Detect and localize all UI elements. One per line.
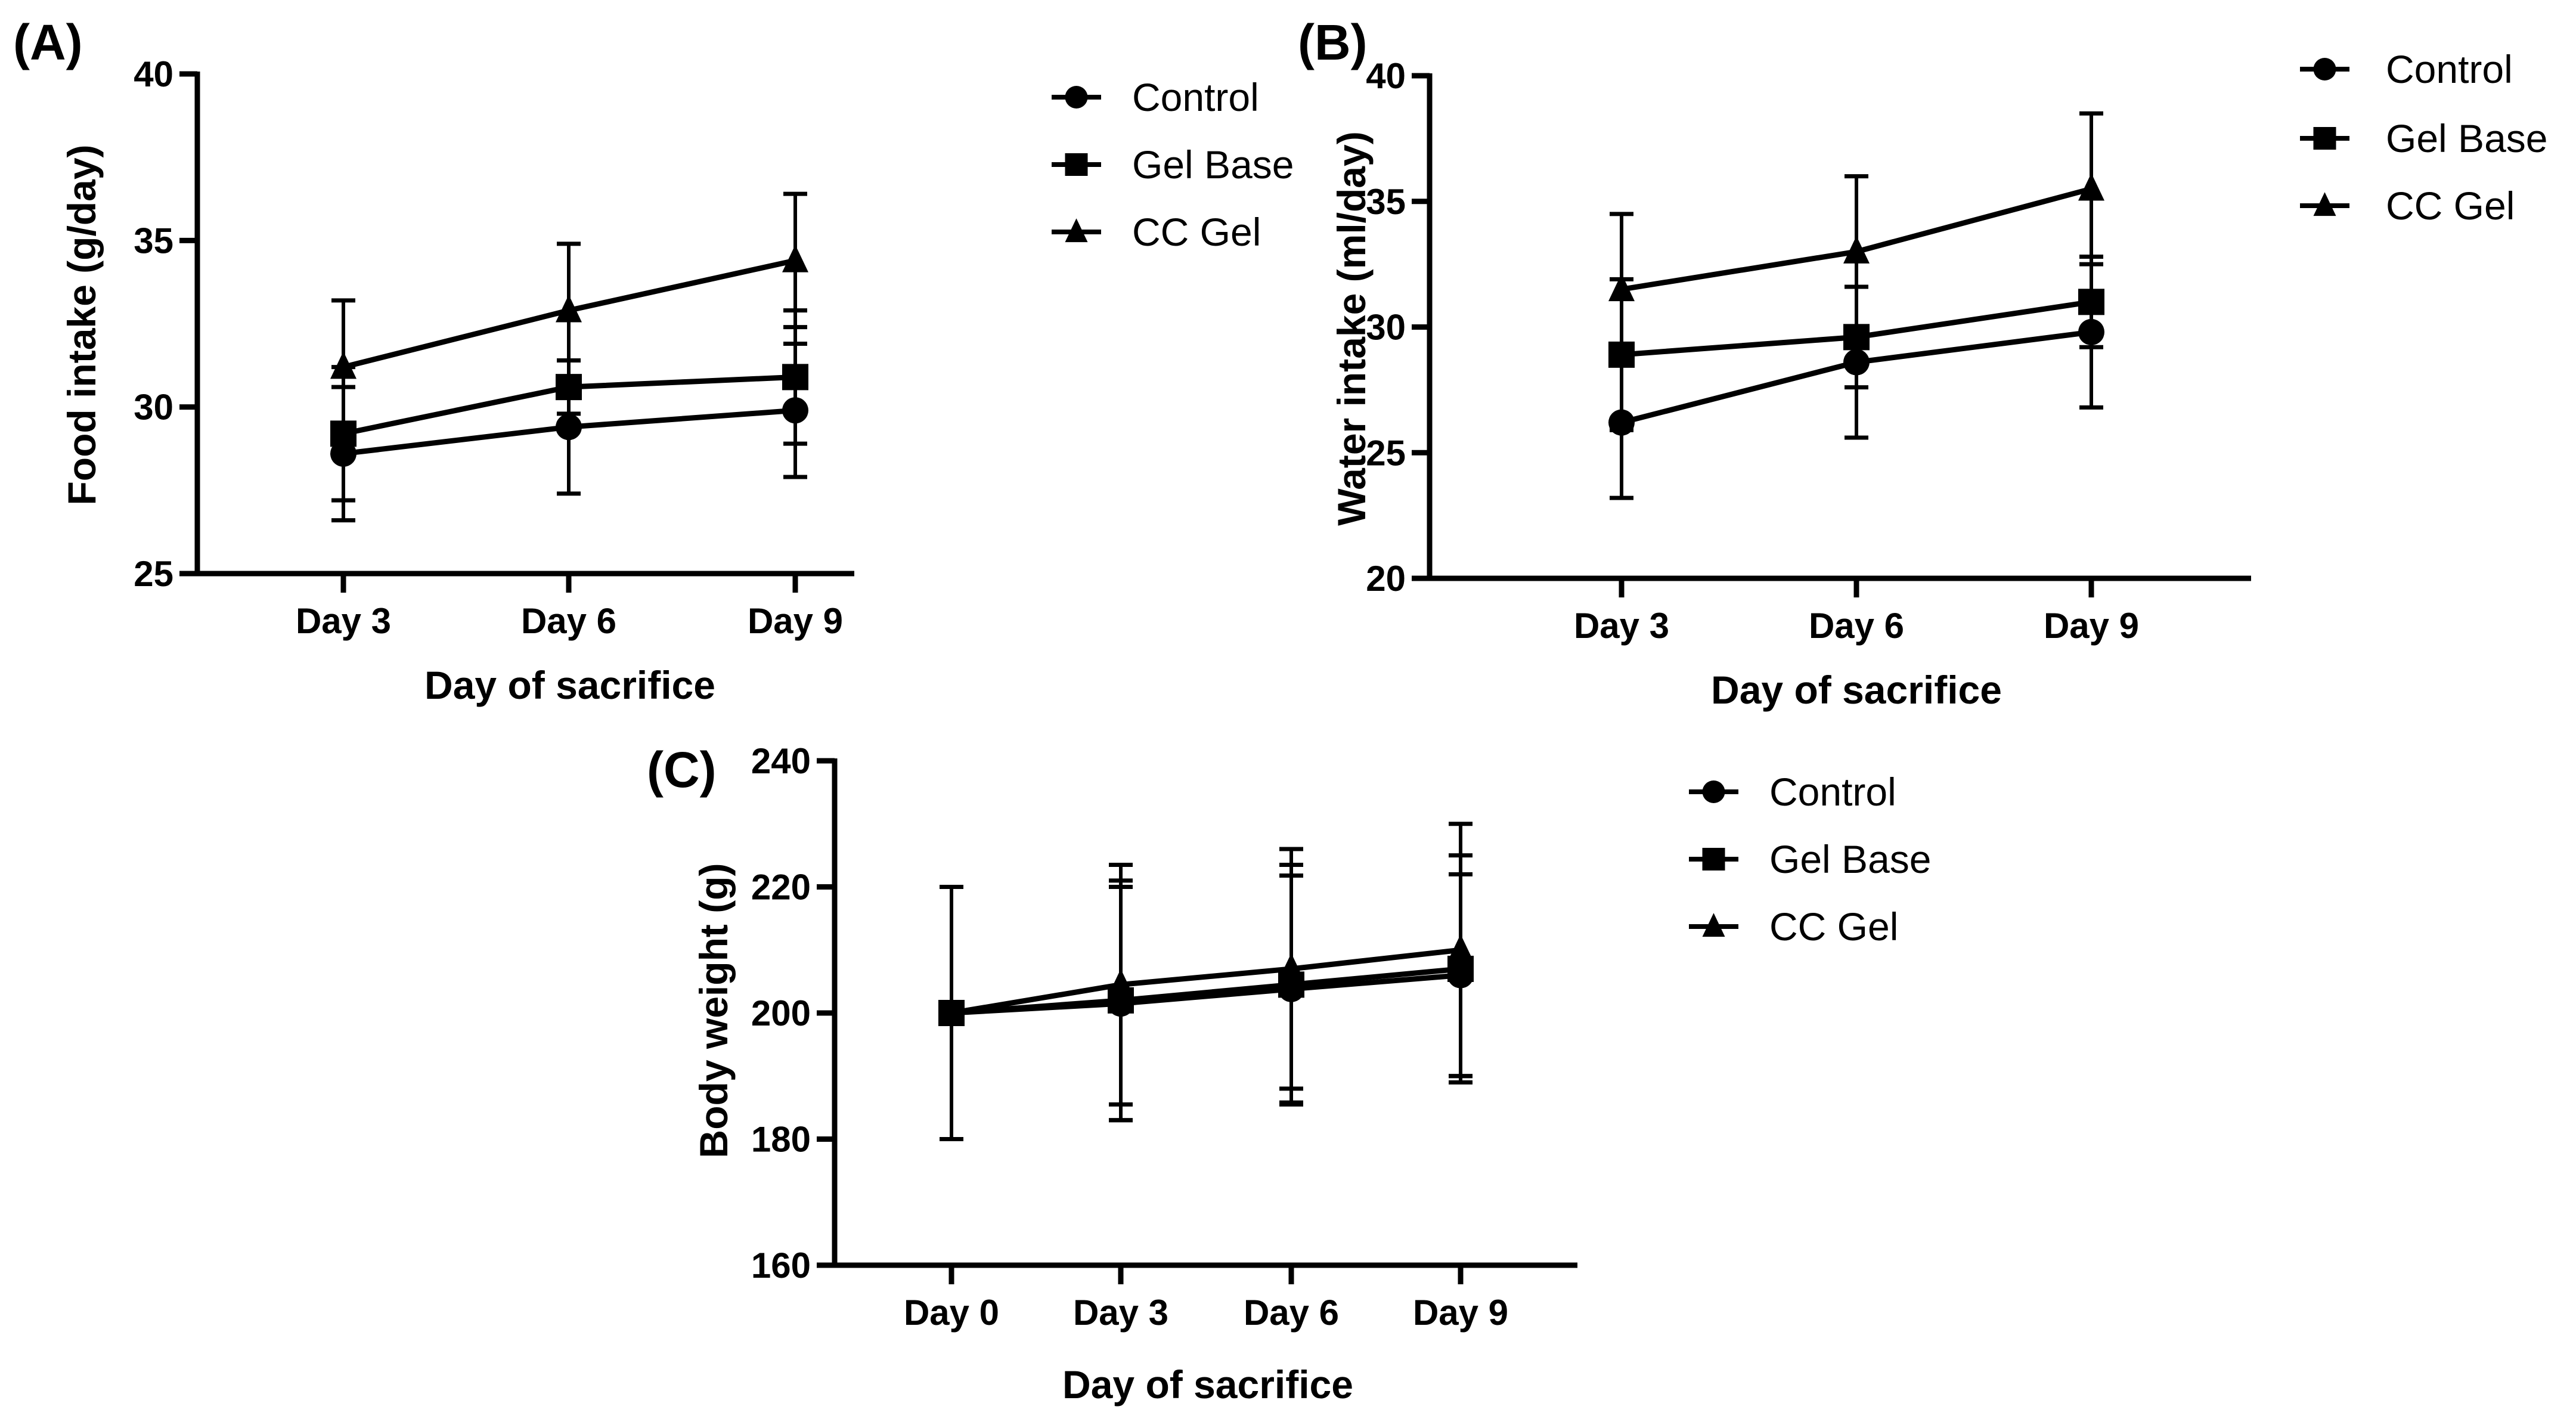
- panel-a-food-intake: (A) Day of sacrifice Food intake (g/day)…: [13, 14, 1294, 707]
- legend-label: CC Gel: [2386, 184, 2515, 228]
- y-tick-label: 180: [751, 1120, 811, 1160]
- x-tick-label: Day 3: [1574, 606, 1669, 646]
- y-tick-label: 200: [751, 993, 811, 1033]
- y-axis-title: Food intake (g/day): [60, 144, 104, 505]
- marker-square: [1702, 848, 1725, 871]
- panel-label: (B): [1298, 14, 1368, 70]
- legend-label: Gel Base: [1769, 837, 1931, 881]
- marker-triangle: [1608, 273, 1635, 302]
- panel-c-body-weight: (C) Day of sacrifice Body weight (g) 160…: [647, 741, 1931, 1407]
- marker-circle: [1065, 86, 1088, 109]
- y-tick-label: 160: [751, 1246, 811, 1285]
- y-tick-label: 240: [751, 741, 811, 781]
- panel-label: (A): [13, 14, 83, 70]
- legend-item: Control: [1689, 770, 1896, 814]
- marker-triangle: [938, 997, 965, 1025]
- x-tick-label: Day 9: [2044, 606, 2139, 646]
- marker-triangle: [2313, 192, 2336, 216]
- y-tick-label: 40: [134, 54, 173, 94]
- y-tick-label: 35: [1366, 182, 1406, 222]
- legend-item: Gel Base: [1689, 837, 1931, 881]
- x-axis-title: Day of sacrifice: [1711, 668, 2002, 712]
- legend-item: Control: [2300, 47, 2513, 91]
- legend-label: CC Gel: [1769, 904, 1898, 949]
- x-axis-title: Day of sacrifice: [424, 663, 715, 707]
- x-tick-label: Day 6: [521, 601, 616, 641]
- marker-triangle: [330, 351, 357, 379]
- series-cc-gel: [330, 191, 808, 436]
- marker-triangle: [1065, 218, 1088, 243]
- legend-label: Control: [1769, 770, 1896, 814]
- series-line: [951, 947, 1461, 1016]
- marker-triangle: [556, 295, 582, 323]
- y-tick-label: 20: [1366, 559, 1406, 599]
- y-tick-label: 35: [134, 221, 173, 261]
- panel-b-water-intake: (B) Day of sacrifice Water intake (ml/da…: [1298, 14, 2547, 712]
- legend-item: CC Gel: [1052, 210, 1261, 254]
- marker-square: [2313, 127, 2336, 150]
- x-tick-label: Day 6: [1244, 1293, 1339, 1333]
- y-tick-label: 40: [1366, 56, 1406, 96]
- legend-item: Gel Base: [2300, 116, 2547, 160]
- marker-square: [1065, 153, 1088, 176]
- y-axis-title: Water intake (ml/day): [1329, 131, 1374, 525]
- y-tick-label: 30: [134, 388, 173, 428]
- y-tick-label: 25: [1366, 433, 1406, 473]
- legend-label: Control: [1132, 75, 1259, 119]
- marker-triangle: [782, 244, 808, 272]
- marker-circle: [2313, 58, 2336, 80]
- marker-circle: [1702, 780, 1725, 803]
- legend-item: Gel Base: [1052, 142, 1294, 187]
- y-axis-title: Body weight (g): [692, 863, 736, 1158]
- series-gel-base: [330, 308, 808, 503]
- y-tick-label: 30: [1366, 308, 1406, 348]
- series-cc-gel: [1608, 111, 2104, 367]
- x-tick-label: Day 3: [1073, 1293, 1168, 1333]
- x-tick-label: Day 0: [904, 1293, 999, 1333]
- marker-triangle: [1702, 913, 1725, 937]
- series-cc-gel: [938, 822, 1474, 1141]
- x-tick-label: Day 3: [296, 601, 391, 641]
- x-axis-title: Day of sacrifice: [1062, 1362, 1353, 1407]
- marker-triangle: [2078, 173, 2104, 201]
- legend-label: Gel Base: [2386, 116, 2547, 160]
- marker-circle: [556, 414, 582, 441]
- series-line: [951, 966, 1461, 1016]
- x-tick-label: Day 9: [1413, 1293, 1508, 1333]
- marker-square: [782, 364, 808, 391]
- marker-square: [2078, 289, 2104, 315]
- panel-label: (C): [647, 742, 717, 798]
- marker-triangle: [1843, 236, 1870, 264]
- marker-triangle: [1108, 969, 1134, 997]
- legend-label: CC Gel: [1132, 210, 1261, 254]
- legend-label: Gel Base: [1132, 142, 1294, 187]
- legend-item: CC Gel: [2300, 184, 2515, 228]
- legend-item: CC Gel: [1689, 904, 1898, 949]
- y-tick-label: 25: [134, 554, 173, 594]
- marker-triangle: [1278, 953, 1304, 981]
- marker-triangle: [1447, 934, 1474, 962]
- legend-label: Control: [2386, 47, 2513, 91]
- y-tick-label: 220: [751, 868, 811, 907]
- x-tick-label: Day 9: [748, 601, 843, 641]
- x-tick-label: Day 6: [1809, 606, 1904, 646]
- legend-item: Control: [1052, 75, 1259, 119]
